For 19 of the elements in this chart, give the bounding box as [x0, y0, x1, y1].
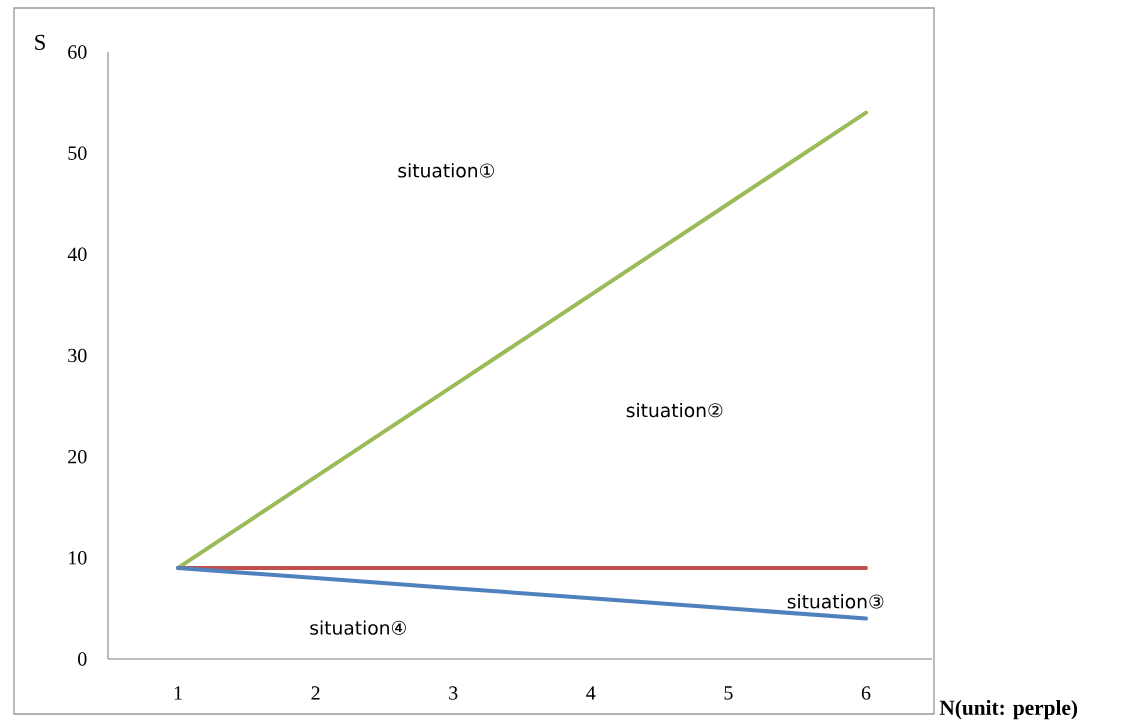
y-tick-label: 30 — [68, 348, 87, 363]
x-axis-title: N(unit: perple) — [939, 699, 1078, 720]
y-tick-label: 0 — [78, 652, 87, 666]
y-tick-label: 60 — [68, 45, 87, 59]
y-tick-label: 10 — [69, 551, 87, 565]
annotation: situation③ — [787, 594, 884, 609]
x-tick-label: 2 — [311, 686, 320, 700]
x-tick-label: 4 — [586, 686, 596, 700]
x-tick-label: 1 — [174, 686, 182, 700]
y-tick-label: 40 — [67, 247, 87, 262]
y-tick-label: 20 — [68, 449, 87, 464]
annotation: situation① — [398, 163, 494, 178]
x-tick-label: 5 — [724, 686, 733, 700]
x-tick-label: 3 — [449, 686, 458, 700]
annotation: situation② — [626, 402, 723, 418]
y-tick-label: 50 — [68, 146, 87, 160]
x-tick-label: 6 — [861, 686, 871, 700]
annotation: situation④ — [310, 620, 406, 635]
y-axis-title: S — [35, 34, 45, 50]
